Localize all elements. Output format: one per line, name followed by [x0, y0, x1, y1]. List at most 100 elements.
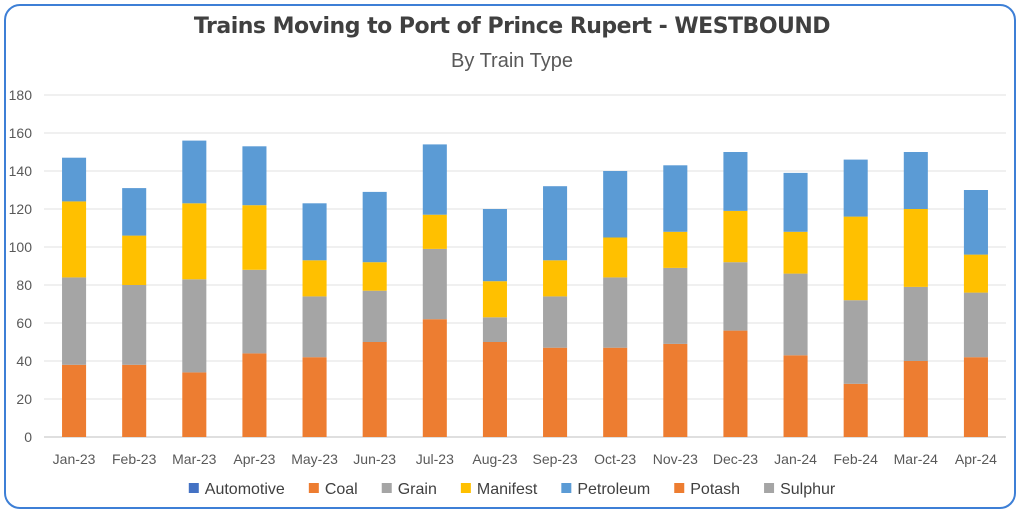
- bar-potash: [543, 347, 568, 437]
- y-tick-label: 160: [9, 125, 33, 141]
- bar-petroleum: [663, 165, 688, 232]
- bar-manifest: [783, 231, 808, 274]
- bar-manifest: [422, 214, 447, 249]
- bar-potash: [242, 353, 267, 437]
- x-tick-label: Apr-24: [955, 451, 997, 467]
- bar-manifest: [122, 235, 147, 285]
- x-tick-label: Feb-23: [112, 451, 157, 467]
- bar-sulphur: [422, 248, 447, 320]
- x-tick-label: Dec-23: [713, 451, 758, 467]
- x-tick-label: Aug-23: [472, 451, 517, 467]
- legend-swatch: [674, 483, 685, 493]
- chart-title: Trains Moving to Port of Prince Rupert -…: [193, 14, 831, 39]
- y-tick-label: 0: [24, 429, 32, 445]
- x-tick-label: Jan-23: [53, 451, 96, 467]
- legend-label: Automotive: [205, 481, 285, 498]
- legend-item-potash: Potash: [674, 481, 740, 498]
- legend: Automotive Coal Grain Manifest Petroleum Pota…: [188, 481, 836, 498]
- bar-petroleum: [422, 144, 447, 215]
- y-tick-label: 40: [16, 353, 32, 369]
- bar-sulphur: [663, 267, 688, 344]
- bar-potash: [903, 361, 928, 437]
- bar-sulphur: [843, 300, 868, 384]
- bar-petroleum: [482, 209, 507, 282]
- legend-label: Manifest: [477, 481, 538, 498]
- bar-manifest: [242, 205, 267, 270]
- bar-sulphur: [723, 262, 748, 331]
- y-tick-label: 60: [16, 315, 32, 331]
- bar-petroleum: [783, 172, 808, 232]
- bar-sulphur: [122, 285, 147, 365]
- bar-potash: [603, 347, 628, 437]
- bar-sulphur: [903, 286, 928, 361]
- x-tick-label: Jun-23: [353, 451, 396, 467]
- bar-potash: [422, 319, 447, 437]
- bar-sulphur: [242, 269, 267, 354]
- x-axis-ticks: Jan-23 Feb-23 Mar-23 Apr-23 May-23 Jun-23 Jul-…: [53, 451, 998, 467]
- bar-petroleum: [843, 159, 868, 217]
- legend-label: Grain: [398, 481, 437, 498]
- bar-potash: [482, 342, 507, 437]
- legend-item-manifest: Manifest: [460, 481, 538, 498]
- bar-manifest: [723, 210, 748, 263]
- bar-petroleum: [723, 152, 748, 211]
- bar-petroleum: [302, 203, 327, 261]
- legend-swatch: [188, 483, 199, 493]
- bar-manifest: [362, 262, 387, 291]
- y-axis-ticks: 0 20 40 60 80 100 120 140 160 180: [9, 87, 33, 445]
- y-tick-label: 20: [16, 391, 32, 407]
- x-tick-label: Jul-23: [416, 451, 454, 467]
- bar-potash: [723, 330, 748, 437]
- bar-potash: [663, 343, 688, 437]
- bar-sulphur: [543, 296, 568, 348]
- x-tick-label: Mar-24: [894, 451, 939, 467]
- bar-petroleum: [182, 140, 207, 204]
- legend-swatch: [561, 483, 572, 493]
- bar-manifest: [302, 260, 327, 297]
- bar-potash: [362, 342, 387, 437]
- bar-petroleum: [903, 152, 928, 209]
- bar-manifest: [963, 254, 988, 293]
- bar-sulphur: [182, 279, 207, 373]
- legend-swatch: [381, 483, 392, 493]
- legend-label: Petroleum: [577, 481, 650, 498]
- y-tick-label: 120: [9, 201, 33, 217]
- bar-petroleum: [963, 190, 988, 255]
- legend-item-sulphur: Sulphur: [764, 481, 836, 498]
- legend-label: Coal: [325, 481, 358, 498]
- bar-potash: [302, 357, 327, 437]
- legend-label: Potash: [690, 481, 740, 498]
- bar-manifest: [603, 237, 628, 278]
- y-tick-label: 180: [9, 87, 33, 103]
- y-tick-label: 80: [16, 277, 32, 293]
- x-tick-label: May-23: [291, 451, 338, 467]
- bar-sulphur: [62, 277, 87, 365]
- bar-potash: [62, 364, 87, 437]
- legend-item-grain: Grain: [381, 481, 437, 498]
- y-tick-label: 100: [9, 239, 33, 255]
- bar-sulphur: [603, 277, 628, 348]
- bar-potash: [843, 383, 868, 437]
- x-tick-label: Apr-23: [233, 451, 275, 467]
- bar-potash: [963, 357, 988, 437]
- bar-potash: [182, 372, 207, 437]
- x-tick-label: Sep-23: [532, 451, 577, 467]
- legend-item-coal: Coal: [308, 481, 358, 498]
- bar-petroleum: [122, 188, 147, 236]
- bar-manifest: [663, 231, 688, 268]
- bar-sulphur: [302, 296, 327, 358]
- legend-swatch: [460, 483, 471, 493]
- legend-item-automotive: Automotive: [188, 481, 285, 498]
- bar-petroleum: [543, 186, 568, 261]
- bar-petroleum: [242, 146, 267, 206]
- bar-manifest: [62, 201, 87, 278]
- bar-petroleum: [62, 157, 87, 202]
- x-tick-label: Mar-23: [172, 451, 217, 467]
- legend-swatch: [308, 483, 319, 493]
- x-tick-label: Jan-24: [774, 451, 817, 467]
- chart-subtitle: By Train Type: [451, 50, 573, 72]
- bar-sulphur: [482, 317, 507, 342]
- bar-manifest: [543, 260, 568, 297]
- bar-manifest: [482, 281, 507, 318]
